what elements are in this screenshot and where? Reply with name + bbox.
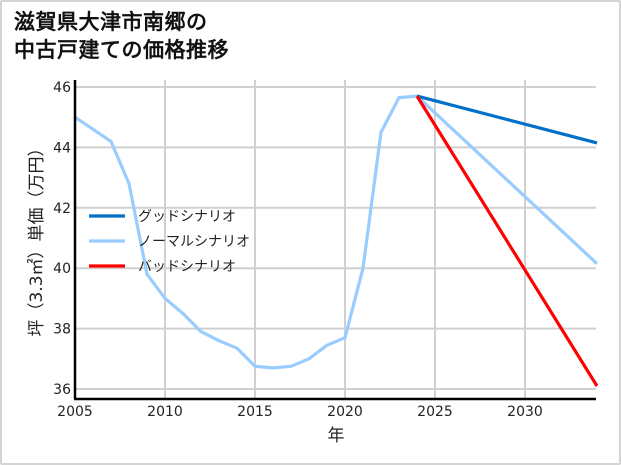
x-tick-label: 2030: [507, 404, 543, 420]
series-line: [415, 95, 599, 387]
series-line: [416, 94, 598, 145]
series-line: [74, 94, 599, 370]
y-tick-label: 42: [53, 201, 71, 217]
axes: [73, 80, 596, 401]
x-tick-label: 2020: [327, 404, 363, 420]
x-axis-label: 年: [328, 426, 345, 446]
legend-label: グッドシナリオ: [138, 209, 236, 225]
y-tick-label: 40: [53, 261, 71, 277]
y-tick-label: 36: [53, 382, 71, 398]
y-axis-ticks: 36 38 40 42 44 46: [53, 80, 71, 398]
series-lines: [74, 94, 599, 387]
y-axis-label: 坪（3.3㎡）単価（万円）: [27, 139, 47, 336]
grid-lines: [75, 80, 596, 399]
y-tick-label: 44: [53, 140, 71, 156]
x-axis-ticks: 2005 2010 2015 2020 2025 2030: [57, 404, 543, 420]
chart-title-line-1: 滋賀県大津市南郷の: [14, 10, 208, 34]
x-tick-label: 2025: [417, 404, 453, 420]
y-tick-label: 46: [53, 80, 71, 96]
x-tick-label: 2005: [57, 404, 93, 420]
chart-title: 滋賀県大津市南郷の 中古戸建ての価格推移: [14, 8, 229, 64]
legend-label: ノーマルシナリオ: [138, 234, 250, 250]
y-tick-label: 38: [53, 322, 71, 338]
chart-title-line-2: 中古戸建ての価格推移: [14, 38, 229, 62]
x-tick-label: 2010: [147, 404, 183, 420]
legend-label: バッドシナリオ: [138, 259, 236, 275]
x-tick-label: 2015: [237, 404, 273, 420]
